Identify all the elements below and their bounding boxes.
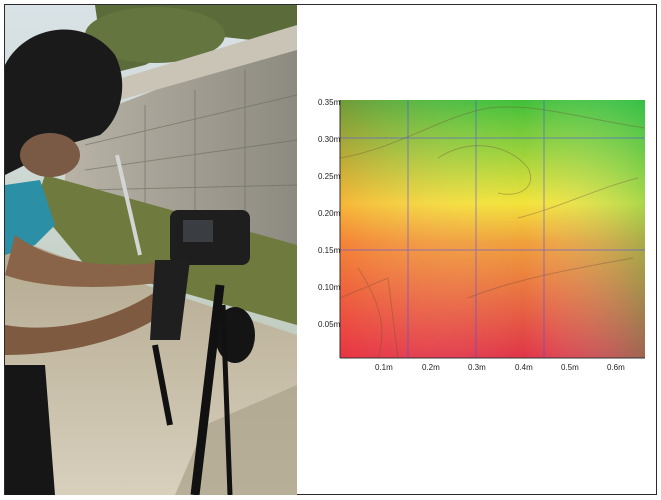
x-tick-label: 0.4m	[515, 363, 533, 372]
y-tick-label: 0.10m	[318, 283, 341, 292]
y-tick-label: 0.30m	[318, 135, 341, 144]
thermal-heatmap-figure: 0.35m 0.30m 0.25m 0.20m 0.15m 0.10m 0.05…	[318, 98, 648, 378]
y-tick-label: 0.25m	[318, 172, 341, 181]
x-tick-label: 0.2m	[422, 363, 440, 372]
heatmap-grid	[340, 100, 645, 358]
x-tick-label: 0.3m	[468, 363, 486, 372]
x-tick-label: 0.6m	[607, 363, 625, 372]
x-tick-label: 0.1m	[375, 363, 393, 372]
y-tick-label: 0.20m	[318, 209, 341, 218]
x-tick-label: 0.5m	[561, 363, 579, 372]
x-axis: 0.1m 0.2m 0.3m 0.4m 0.5m 0.6m	[375, 363, 625, 372]
y-tick-label: 0.05m	[318, 320, 341, 329]
figure-frame	[4, 4, 657, 495]
y-axis: 0.35m 0.30m 0.25m 0.20m 0.15m 0.10m 0.05…	[318, 98, 341, 329]
y-tick-label: 0.15m	[318, 246, 341, 255]
thermal-camera-photo	[5, 5, 297, 495]
y-tick-label: 0.35m	[318, 98, 341, 107]
